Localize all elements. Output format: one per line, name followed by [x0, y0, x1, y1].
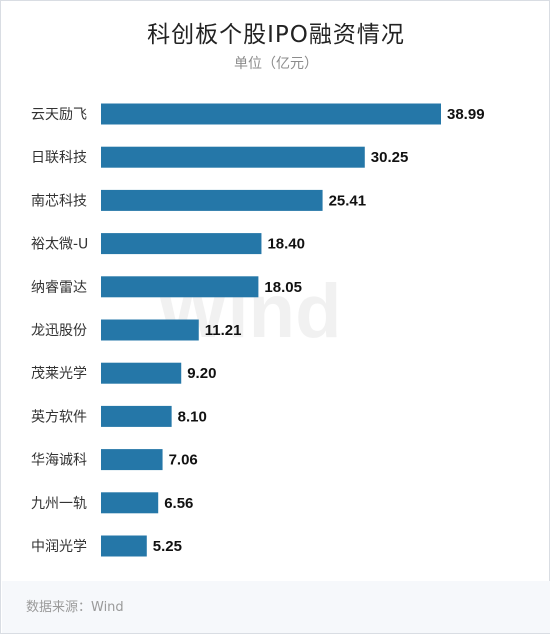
value-label: 30.25	[371, 149, 409, 166]
bar	[101, 319, 199, 341]
category-label: 南芯科技	[31, 193, 87, 209]
value-label: 25.41	[329, 192, 367, 209]
value-label: 9.20	[187, 365, 216, 382]
value-label: 6.56	[164, 495, 193, 512]
value-label: 38.99	[447, 106, 485, 123]
value-label: 18.05	[264, 279, 302, 296]
bar	[101, 535, 147, 557]
bars-group: 云天励飞 38.99 日联科技 30.25 南芯科技 25.41 裕太微-U 18.40 纳睿雷…	[31, 103, 485, 557]
bar	[101, 189, 323, 211]
chart-title: 科创板个股IPO融资情况	[147, 22, 405, 48]
category-label: 茂莱光学	[31, 365, 87, 382]
value-label: 5.25	[153, 538, 182, 555]
bar	[101, 492, 159, 514]
bar	[101, 103, 441, 125]
bar	[101, 405, 172, 427]
bar	[101, 449, 163, 471]
chart-subtitle: 单位（亿元）	[234, 56, 318, 72]
category-label: 华海诚科	[31, 453, 87, 469]
category-label: 中润光学	[31, 539, 87, 555]
value-label: 8.10	[178, 408, 207, 425]
category-label: 龙迅股份	[31, 323, 87, 339]
category-label: 日联科技	[31, 150, 87, 166]
bar	[101, 233, 262, 255]
category-label: 云天励飞	[31, 107, 87, 123]
value-label: 7.06	[169, 452, 198, 469]
footer: 数据来源：Wind	[2, 581, 550, 633]
bar	[101, 146, 365, 168]
bar	[101, 362, 182, 384]
value-label: 18.40	[267, 236, 305, 253]
bar	[101, 276, 259, 298]
category-label: 裕太微-U	[31, 237, 88, 253]
category-label: 九州一轨	[31, 496, 87, 512]
category-label: 纳睿雷达	[31, 280, 87, 296]
source-note: 数据来源：Wind	[26, 600, 124, 615]
category-label: 英方软件	[31, 408, 87, 425]
value-label: 11.21	[205, 322, 242, 339]
